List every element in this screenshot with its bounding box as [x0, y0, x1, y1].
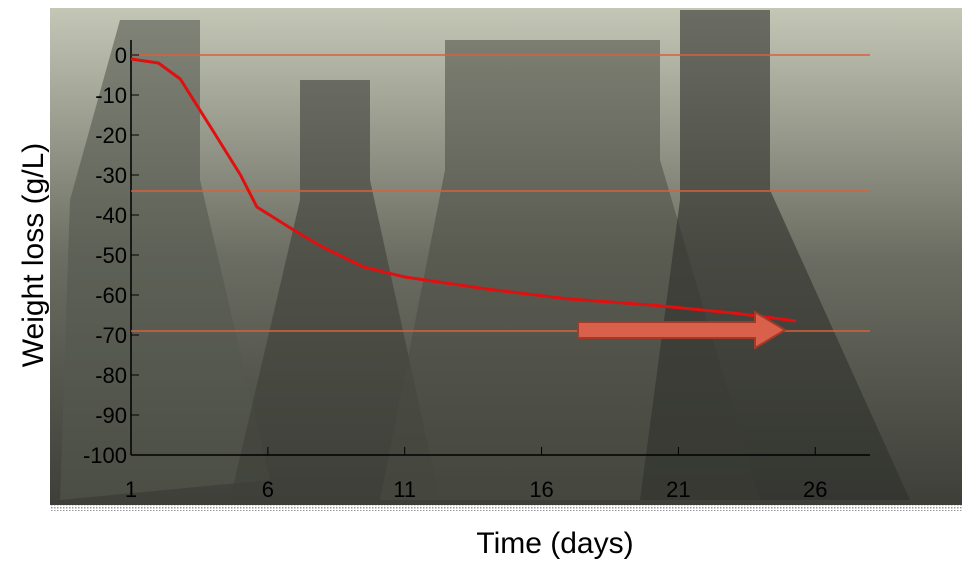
x-tick-label: 6	[262, 477, 274, 502]
x-tick-label: 16	[529, 477, 553, 502]
y-tick-label: 0	[115, 43, 127, 68]
y-tick-label: -70	[95, 323, 127, 348]
x-tick-label: 21	[666, 477, 690, 502]
data-line	[130, 57, 797, 323]
y-tick-label: -80	[95, 363, 127, 388]
y-tick-label: -10	[95, 83, 127, 108]
x-tick-label: 11	[393, 477, 416, 502]
x-tick-label: 26	[803, 477, 827, 502]
y-tick-label: -90	[95, 403, 127, 428]
photo-background	[50, 8, 962, 511]
y-tick-label: -60	[95, 283, 127, 308]
x-axis-title: Time (days)	[476, 527, 633, 560]
arrow-annotation	[577, 310, 787, 350]
y-tick-label: -50	[95, 243, 127, 268]
y-tick-label: -100	[83, 443, 127, 468]
x-tick-label: 1	[125, 477, 137, 502]
y-tick-label: -40	[95, 203, 127, 228]
y-tick-label: -20	[95, 123, 127, 148]
y-tick-label: -30	[95, 163, 127, 188]
y-axis-title: Weight loss (g/L)	[17, 143, 50, 368]
